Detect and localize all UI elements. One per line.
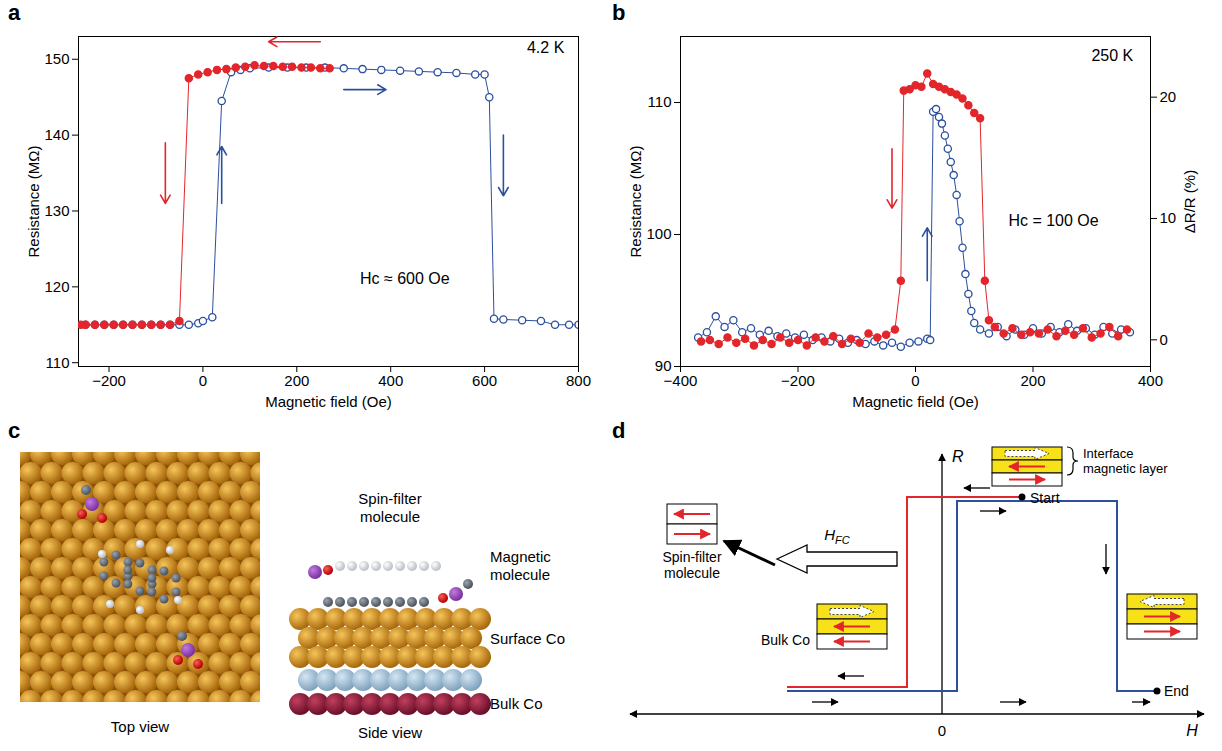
- svg-text:400: 400: [1138, 372, 1163, 389]
- svg-text:90: 90: [654, 357, 672, 375]
- svg-text:250 K: 250 K: [1091, 47, 1133, 64]
- svg-text:0: 0: [911, 372, 919, 389]
- svg-text:10: 10: [1160, 209, 1177, 226]
- svg-text:200: 200: [1020, 372, 1045, 389]
- svg-text:0: 0: [199, 372, 207, 389]
- svg-text:100: 100: [646, 225, 671, 242]
- svg-text:Resistance (MΩ): Resistance (MΩ): [627, 145, 644, 257]
- svg-text:400: 400: [378, 372, 403, 389]
- svg-text:0: 0: [1160, 331, 1168, 348]
- svg-text:150: 150: [44, 50, 69, 67]
- svg-text:120: 120: [44, 278, 69, 295]
- svg-text:140: 140: [44, 126, 69, 143]
- svg-text:Surface Co: Surface Co: [490, 630, 565, 647]
- svg-text:20: 20: [1160, 88, 1177, 105]
- svg-text:Side view: Side view: [358, 724, 422, 741]
- html-text:c: c: [8, 418, 21, 443]
- svg-text:−200: −200: [92, 372, 126, 389]
- svg-text:Magneticmolecule: Magneticmolecule: [490, 548, 551, 583]
- svg-text:Magnetic field (Oe): Magnetic field (Oe): [265, 393, 392, 410]
- svg-text:−400: −400: [664, 372, 698, 389]
- html-text:b: b: [612, 0, 626, 25]
- svg-text:Bulk Co: Bulk Co: [490, 695, 543, 712]
- svg-text:Spin-filtermolecule: Spin-filtermolecule: [358, 490, 421, 525]
- svg-text:130: 130: [44, 202, 69, 219]
- svg-text:Hc ≈ 600 Oe: Hc ≈ 600 Oe: [360, 270, 450, 287]
- svg-text:Start: Start: [1030, 490, 1060, 506]
- svg-text:Resistance (MΩ): Resistance (MΩ): [25, 145, 42, 257]
- svg-text:−200: −200: [781, 372, 815, 389]
- svg-text:End: End: [1164, 683, 1189, 699]
- svg-text:Spin-filtermolecule: Spin-filtermolecule: [662, 549, 721, 581]
- svg-text:Interfacemagnetic layer: Interfacemagnetic layer: [1083, 446, 1168, 476]
- svg-text:200: 200: [284, 372, 309, 389]
- svg-text:600: 600: [472, 372, 497, 389]
- svg-text:110: 110: [648, 93, 672, 110]
- html-text:d: d: [612, 418, 626, 443]
- svg-text:800: 800: [566, 372, 591, 389]
- svg-text:Hc = 100 Oe: Hc = 100 Oe: [1008, 212, 1098, 229]
- svg-text:H: H: [1186, 722, 1198, 739]
- svg-text:R: R: [952, 448, 964, 465]
- html-text:a: a: [8, 0, 21, 25]
- svg-text:Top view: Top view: [111, 718, 170, 735]
- svg-text:4.2 K: 4.2 K: [527, 39, 565, 56]
- svg-text:HFC: HFC: [824, 526, 850, 546]
- svg-text:Bulk Co: Bulk Co: [761, 632, 810, 648]
- svg-text:110: 110: [46, 354, 70, 371]
- svg-text:ΔR/R (%): ΔR/R (%): [1181, 170, 1198, 233]
- svg-text:Magnetic field (Oe): Magnetic field (Oe): [852, 393, 979, 410]
- svg-text:0: 0: [938, 722, 946, 739]
